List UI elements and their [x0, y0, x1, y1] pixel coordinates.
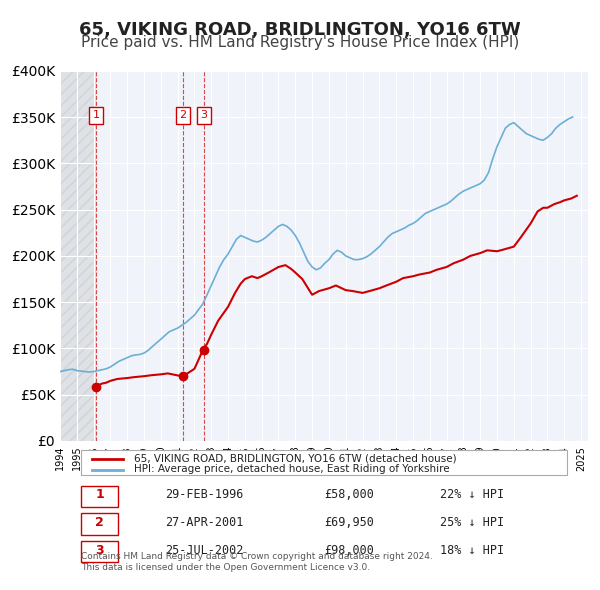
FancyBboxPatch shape — [81, 486, 118, 507]
Text: 65, VIKING ROAD, BRIDLINGTON, YO16 6TW (detached house): 65, VIKING ROAD, BRIDLINGTON, YO16 6TW (… — [134, 454, 457, 464]
Text: 25% ↓ HPI: 25% ↓ HPI — [440, 516, 504, 529]
Text: 3: 3 — [95, 544, 104, 557]
Text: 18% ↓ HPI: 18% ↓ HPI — [440, 544, 504, 557]
Text: Price paid vs. HM Land Registry's House Price Index (HPI): Price paid vs. HM Land Registry's House … — [81, 35, 519, 50]
Text: 65, VIKING ROAD, BRIDLINGTON, YO16 6TW: 65, VIKING ROAD, BRIDLINGTON, YO16 6TW — [79, 21, 521, 39]
Text: £58,000: £58,000 — [324, 489, 374, 502]
Text: 2: 2 — [179, 110, 187, 120]
Text: 3: 3 — [200, 110, 208, 120]
Text: 27-APR-2001: 27-APR-2001 — [166, 516, 244, 529]
Text: £98,000: £98,000 — [324, 544, 374, 557]
Text: £69,950: £69,950 — [324, 516, 374, 529]
Text: Contains HM Land Registry data © Crown copyright and database right 2024.
This d: Contains HM Land Registry data © Crown c… — [81, 552, 433, 572]
FancyBboxPatch shape — [81, 541, 118, 562]
Text: 1: 1 — [93, 110, 100, 120]
Text: 1: 1 — [95, 489, 104, 502]
Text: 2: 2 — [95, 516, 104, 529]
Bar — [60, 71, 97, 441]
Text: HPI: Average price, detached house, East Riding of Yorkshire: HPI: Average price, detached house, East… — [134, 464, 449, 474]
Text: 22% ↓ HPI: 22% ↓ HPI — [440, 489, 504, 502]
FancyBboxPatch shape — [81, 450, 567, 475]
Text: 25-JUL-2002: 25-JUL-2002 — [166, 544, 244, 557]
Text: 29-FEB-1996: 29-FEB-1996 — [166, 489, 244, 502]
FancyBboxPatch shape — [81, 513, 118, 535]
